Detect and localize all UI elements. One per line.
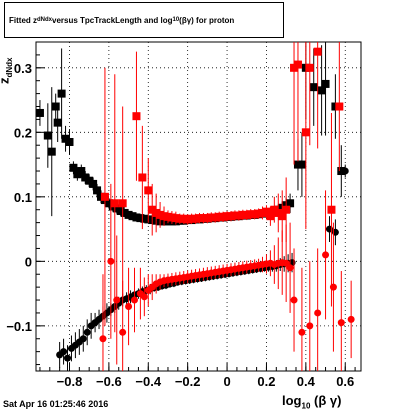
data-point-circle bbox=[107, 257, 115, 265]
axis-ticks: −0.8 −0.6 −0.4 −0.2 0 0.2 0.4 0.6 −0.1 0 0.1 0.2 0.3 bbox=[6, 54, 356, 389]
x-tick-label: −0.8 bbox=[57, 374, 83, 389]
data-point-square bbox=[335, 102, 344, 111]
data-point-circle bbox=[298, 328, 306, 336]
data-point-square bbox=[138, 173, 147, 182]
title-suffix: (βγ) for proton bbox=[179, 15, 235, 25]
ylabel-main: z bbox=[0, 78, 11, 85]
y-tick-label: −0.1 bbox=[6, 319, 32, 334]
y-tick-label: 0 bbox=[25, 254, 32, 269]
data-point-square bbox=[262, 207, 271, 216]
data-point-square bbox=[297, 160, 306, 169]
title-middle: versus TpcTrackLength and log bbox=[52, 15, 173, 25]
data-point-square bbox=[293, 60, 302, 69]
xlabel-sub: 10 bbox=[301, 401, 311, 411]
data-point-square bbox=[144, 186, 153, 195]
data-point-circle bbox=[119, 328, 127, 336]
data-point-circle bbox=[125, 302, 133, 310]
data-point-square bbox=[278, 212, 287, 221]
data-point-square bbox=[313, 47, 322, 56]
data-point-circle bbox=[282, 259, 290, 267]
data-point-circle bbox=[286, 264, 294, 272]
title-prefix: Fitted z bbox=[9, 15, 37, 25]
data-point-square bbox=[327, 205, 336, 214]
y-tick-label: 0.2 bbox=[14, 125, 32, 140]
data-points bbox=[35, 42, 355, 371]
data-point-circle bbox=[337, 319, 345, 327]
data-point-square bbox=[301, 128, 310, 137]
data-point-square bbox=[53, 118, 62, 127]
data-point-square bbox=[65, 137, 74, 146]
xlabel-main: log bbox=[282, 393, 302, 408]
x-tick-label: −0.2 bbox=[175, 374, 201, 389]
x-tick-label: 0.6 bbox=[336, 374, 354, 389]
data-point-square bbox=[100, 192, 109, 201]
data-point-circle bbox=[130, 296, 138, 304]
data-point-circle bbox=[113, 296, 121, 304]
data-point-square bbox=[337, 167, 346, 176]
x-tick-label: 0.4 bbox=[297, 374, 316, 389]
y-tick-label: 0.1 bbox=[14, 190, 32, 205]
data-point-square bbox=[305, 63, 314, 72]
ylabel-sub: dNdx bbox=[5, 57, 15, 78]
data-point-square bbox=[93, 186, 102, 195]
data-point-circle bbox=[79, 335, 87, 343]
data-point-circle bbox=[64, 354, 72, 362]
timestamp: Sat Apr 16 01:25:46 2016 bbox=[3, 399, 109, 409]
data-point-circle bbox=[140, 293, 148, 301]
data-point-circle bbox=[347, 315, 355, 323]
data-point-square bbox=[43, 131, 52, 140]
data-point-square bbox=[110, 199, 119, 208]
data-point-square bbox=[321, 79, 330, 88]
data-point-square bbox=[309, 83, 318, 92]
data-point-square bbox=[35, 108, 44, 117]
data-point-square bbox=[77, 167, 86, 176]
x-tick-label: 0 bbox=[223, 374, 230, 389]
data-point-circle bbox=[322, 251, 330, 259]
data-point-circle bbox=[83, 328, 91, 336]
plot-frame bbox=[35, 41, 362, 372]
x-tick-label: −0.4 bbox=[135, 374, 161, 389]
data-point-circle bbox=[329, 283, 337, 291]
chart-title: Fitted z dNdx versus TpcTrackLength and l… bbox=[4, 2, 284, 38]
data-point-square bbox=[317, 86, 326, 95]
title-sub2: 10 bbox=[172, 17, 180, 23]
data-point-circle bbox=[314, 309, 322, 317]
data-point-square bbox=[266, 212, 275, 221]
y-tick-label: 0.3 bbox=[14, 61, 32, 76]
data-point-square bbox=[286, 199, 295, 208]
data-point-circle bbox=[341, 167, 349, 175]
data-point-circle bbox=[99, 335, 107, 343]
data-point-square bbox=[132, 112, 141, 121]
data-point-square bbox=[282, 205, 291, 214]
data-point-circle bbox=[306, 322, 314, 330]
x-tick-label: −0.6 bbox=[96, 374, 122, 389]
data-point-circle bbox=[290, 296, 298, 304]
data-point-square bbox=[89, 179, 98, 188]
data-point-square bbox=[51, 102, 60, 111]
data-point-square bbox=[118, 199, 127, 208]
data-point-square bbox=[47, 147, 56, 156]
grid-lines bbox=[36, 42, 361, 371]
data-point-square bbox=[69, 163, 78, 172]
title-sub1: dNdx bbox=[37, 17, 52, 23]
x-tick-label: 0.2 bbox=[257, 374, 275, 389]
data-point-square bbox=[57, 89, 66, 98]
xlabel-suffix: (β γ) bbox=[310, 393, 342, 408]
data-point-circle bbox=[60, 348, 68, 356]
x-axis-label: log10 (β γ) bbox=[282, 393, 341, 411]
